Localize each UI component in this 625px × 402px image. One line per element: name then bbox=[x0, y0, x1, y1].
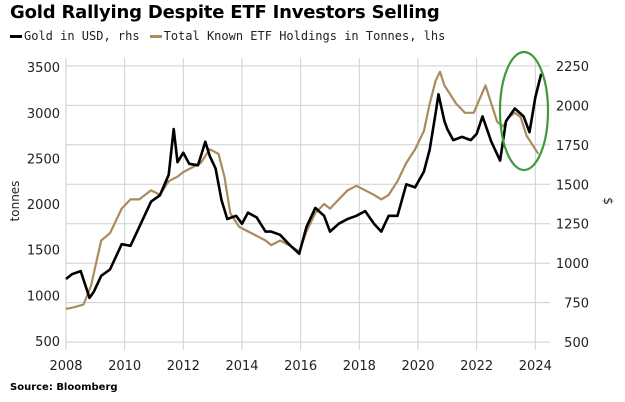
left-tick-500: 500 bbox=[35, 335, 60, 350]
x-tick-2008: 2008 bbox=[49, 359, 82, 374]
x-tick-2010: 2010 bbox=[108, 359, 141, 374]
x-tick-2016: 2016 bbox=[284, 359, 317, 374]
chart-area: 2008 2010 2012 2014 2016 2018 2020 2022 2024 500… bbox=[8, 50, 615, 374]
left-tick-1000: 1000 bbox=[27, 289, 60, 304]
x-tick-2012: 2012 bbox=[167, 359, 200, 374]
legend-label-gold: Gold in USD, rhs bbox=[24, 29, 140, 43]
right-tick-750: 750 bbox=[564, 297, 589, 312]
left-tick-1500: 1500 bbox=[27, 244, 60, 259]
source-note: Source: Bloomberg bbox=[10, 382, 118, 393]
left-tick-2500: 2500 bbox=[27, 152, 60, 167]
horizontal-gridlines bbox=[66, 65, 550, 343]
right-tick-1500: 1500 bbox=[556, 178, 589, 193]
legend: Gold in USD, rhs Total Known ETF Holdings… bbox=[10, 29, 445, 43]
legend-swatch-etf bbox=[149, 35, 162, 38]
right-axis-ticks: 500 750 1000 1250 1500 1750 2000 2250 bbox=[556, 60, 589, 351]
x-tick-2014: 2014 bbox=[225, 359, 258, 374]
left-axis-ticks: 500 1000 1500 2000 2500 3000 3500 bbox=[27, 61, 60, 350]
right-tick-500: 500 bbox=[564, 336, 589, 351]
x-axis-ticks: 2008 2010 2012 2014 2016 2018 2020 2022 2024 bbox=[49, 359, 551, 374]
series-line-gold-price bbox=[65, 73, 543, 300]
legend-swatch-gold bbox=[10, 35, 22, 38]
chart-title: Gold Rallying Despite ETF Investors Sell… bbox=[10, 2, 440, 23]
vertical-gridlines bbox=[65, 58, 536, 350]
series-line-etf-holdings bbox=[65, 70, 540, 310]
right-tick-2250: 2250 bbox=[556, 60, 589, 75]
right-axis-label: $ bbox=[601, 197, 615, 205]
left-tick-3000: 3000 bbox=[27, 107, 60, 122]
right-tick-1000: 1000 bbox=[556, 257, 589, 272]
highlight-ellipse bbox=[498, 50, 550, 172]
right-tick-1250: 1250 bbox=[556, 218, 589, 233]
left-tick-3500: 3500 bbox=[27, 61, 60, 76]
left-axis-label: tonnes bbox=[8, 181, 22, 222]
x-tick-2018: 2018 bbox=[343, 359, 376, 374]
x-tick-2024: 2024 bbox=[519, 359, 552, 374]
left-tick-2000: 2000 bbox=[27, 198, 60, 213]
x-tick-2020: 2020 bbox=[401, 359, 434, 374]
legend-label-etf: Total Known ETF Holdings in Tonnes, lhs bbox=[163, 29, 446, 43]
right-tick-2000: 2000 bbox=[556, 99, 589, 114]
right-tick-1750: 1750 bbox=[556, 139, 589, 154]
x-tick-2022: 2022 bbox=[460, 359, 493, 374]
